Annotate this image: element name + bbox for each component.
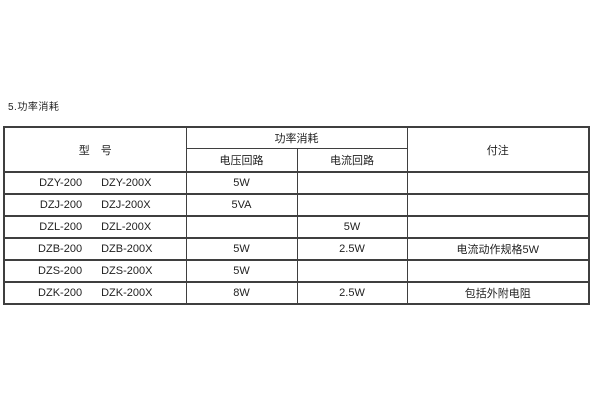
model-cell: DZK-200 DZK-200X: [3, 281, 187, 305]
table-header-row-top: 型 号 功率消耗 付注: [3, 126, 590, 173]
current-circuit-cell: [296, 171, 408, 195]
model-name-x: DZJ-200X: [101, 199, 151, 211]
model-name: DZS-200: [38, 265, 83, 277]
current-circuit-cell: 2.5W: [296, 237, 408, 261]
voltage-circuit-cell: 5W: [185, 237, 298, 261]
column-header-model: 型 号: [3, 126, 187, 173]
model-name-x: DZS-200X: [101, 265, 153, 277]
table-row: DZJ-200 DZJ-200X 5VA: [3, 193, 590, 217]
current-circuit-cell: [296, 193, 408, 217]
table-row: DZK-200 DZK-200X 8W 2.5W 包括外附电阻: [3, 281, 590, 305]
current-circuit-cell: 2.5W: [296, 281, 408, 305]
model-cell: DZY-200 DZY-200X: [3, 171, 187, 195]
model-name: DZK-200: [38, 287, 83, 299]
current-circuit-cell: 5W: [296, 215, 408, 239]
column-header-power-group: 功率消耗: [185, 126, 408, 149]
note-cell: [406, 215, 590, 239]
voltage-circuit-cell: 5W: [185, 259, 298, 283]
model-name-x: DZK-200X: [101, 287, 153, 299]
model-name-x: DZB-200X: [101, 243, 153, 255]
current-circuit-cell: [296, 259, 408, 283]
model-cell: DZS-200 DZS-200X: [3, 259, 187, 283]
note-cell: 包括外附电阻: [406, 281, 590, 305]
table-row: DZS-200 DZS-200X 5W: [3, 259, 590, 283]
column-header-current-circuit: 电流回路: [296, 147, 408, 173]
table-row: DZB-200 DZB-200X 5W 2.5W 电流动作规格5W: [3, 237, 590, 261]
column-header-note: 付注: [406, 126, 590, 173]
table-row: DZY-200 DZY-200X 5W: [3, 171, 590, 195]
voltage-circuit-cell: 5W: [185, 171, 298, 195]
voltage-circuit-cell: 8W: [185, 281, 298, 305]
model-name-x: DZL-200X: [101, 221, 152, 233]
table-header-row-sub: 电压回路 电流回路: [4, 147, 589, 173]
model-name-x: DZY-200X: [101, 177, 152, 189]
section-title: 5.功率消耗: [8, 102, 60, 113]
model-cell: DZB-200 DZB-200X: [3, 237, 187, 261]
power-consumption-table: 型 号 功率消耗 付注 电压回路 电流回路 DZY-200 DZY-200X 5W…: [3, 126, 590, 305]
note-cell: [406, 171, 590, 195]
model-name: DZY-200: [39, 177, 83, 189]
model-name: DZL-200: [39, 221, 83, 233]
voltage-circuit-cell: 5VA: [185, 193, 298, 217]
voltage-circuit-cell: [185, 215, 298, 239]
note-cell: 电流动作规格5W: [406, 237, 590, 261]
note-cell: [406, 193, 590, 217]
column-header-voltage-circuit: 电压回路: [185, 147, 298, 173]
table-row: DZL-200 DZL-200X 5W: [3, 215, 590, 239]
model-cell: DZL-200 DZL-200X: [3, 215, 187, 239]
model-cell: DZJ-200 DZJ-200X: [3, 193, 187, 217]
model-name: DZB-200: [38, 243, 83, 255]
note-cell: [406, 259, 590, 283]
model-name: DZJ-200: [39, 199, 83, 211]
